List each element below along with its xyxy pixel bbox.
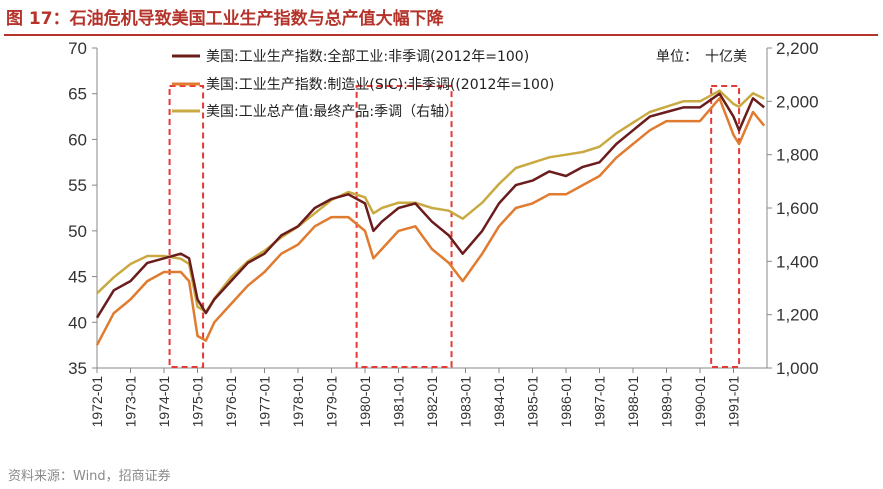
unit-value: 十亿美 bbox=[705, 49, 747, 65]
y-right-tick-label: 2,000 bbox=[776, 92, 819, 111]
y-left-tick-label: 40 bbox=[68, 313, 87, 332]
x-tick-label: 1988-01 bbox=[625, 376, 641, 428]
x-tick-label: 1985-01 bbox=[525, 376, 541, 428]
chart-legend: 美国:工业生产指数:全部工业:非季调(2012年=100) 单位： 十亿美 美国… bbox=[172, 48, 747, 120]
legend-label-manufacturing: 美国:工业生产指数:制造业(SIC):非季调((2012年=100) bbox=[206, 77, 554, 93]
x-tick-label: 1987-01 bbox=[592, 376, 608, 428]
x-tick-label: 1983-01 bbox=[458, 376, 474, 428]
x-tick-label: 1981-01 bbox=[391, 376, 407, 428]
x-tick-label: 1991-01 bbox=[726, 376, 742, 428]
y-right-tick-label: 2,200 bbox=[776, 39, 819, 58]
highlight-box bbox=[355, 85, 453, 368]
x-tick-label: 1979-01 bbox=[324, 376, 340, 428]
x-tick-label: 1990-01 bbox=[692, 376, 708, 428]
y-right-tick-label: 1,200 bbox=[776, 306, 819, 325]
y-left-tick-label: 65 bbox=[68, 85, 87, 104]
legend-label-gross-output: 美国:工业总产值:最终产品:季调（右轴） bbox=[206, 104, 458, 120]
x-tick-label: 1975-01 bbox=[190, 376, 206, 428]
series-line-manufacturing bbox=[95, 97, 766, 346]
x-tick-label: 1976-01 bbox=[223, 376, 239, 428]
y-left-tick-label: 45 bbox=[68, 268, 87, 287]
x-tick-label: 1974-01 bbox=[156, 376, 172, 428]
x-tick-label: 1977-01 bbox=[257, 376, 273, 428]
y-right-tick-label: 1,400 bbox=[776, 252, 819, 271]
legend-label-industrial-total: 美国:工业生产指数:全部工业:非季调(2012年=100) bbox=[206, 48, 529, 65]
x-tick-label: 1980-01 bbox=[357, 376, 373, 428]
line-chart: 35 40 45 50 55 60 65 70 1,000 1,200 1,400 1,600 1,80… bbox=[68, 39, 819, 428]
y-left-tick-label: 70 bbox=[68, 39, 87, 58]
y-left-tick-label: 60 bbox=[68, 130, 87, 149]
source-note: 资料来源：Wind，招商证券 bbox=[8, 469, 171, 484]
title-divider bbox=[4, 34, 878, 36]
x-tick-label: 1984-01 bbox=[491, 376, 507, 428]
unit-label: 单位： bbox=[656, 49, 698, 65]
x-tick-label: 1986-01 bbox=[558, 376, 574, 428]
y-left-tick-label: 50 bbox=[68, 222, 87, 241]
x-tick-label: 1982-01 bbox=[424, 376, 440, 428]
series-line-industrial-total bbox=[95, 92, 765, 319]
highlight-box bbox=[710, 85, 741, 368]
highlight-box bbox=[168, 85, 205, 368]
x-tick-label: 1989-01 bbox=[659, 376, 675, 428]
y-right-tick-label: 1,800 bbox=[776, 146, 819, 165]
series-line-gross-output bbox=[96, 89, 765, 314]
y-right-tick-label: 1,600 bbox=[776, 199, 819, 218]
x-tick-label: 1978-01 bbox=[290, 376, 306, 428]
x-tick-label: 1973-01 bbox=[123, 376, 139, 428]
x-tick-label: 1972-01 bbox=[89, 376, 105, 428]
chart-title: 图 17：石油危机导致美国工业生产指数与总产值大幅下降 bbox=[6, 9, 444, 29]
y-right-tick-label: 1,000 bbox=[776, 359, 819, 378]
y-left-tick-label: 35 bbox=[68, 359, 87, 378]
y-left-tick-label: 55 bbox=[68, 176, 87, 195]
